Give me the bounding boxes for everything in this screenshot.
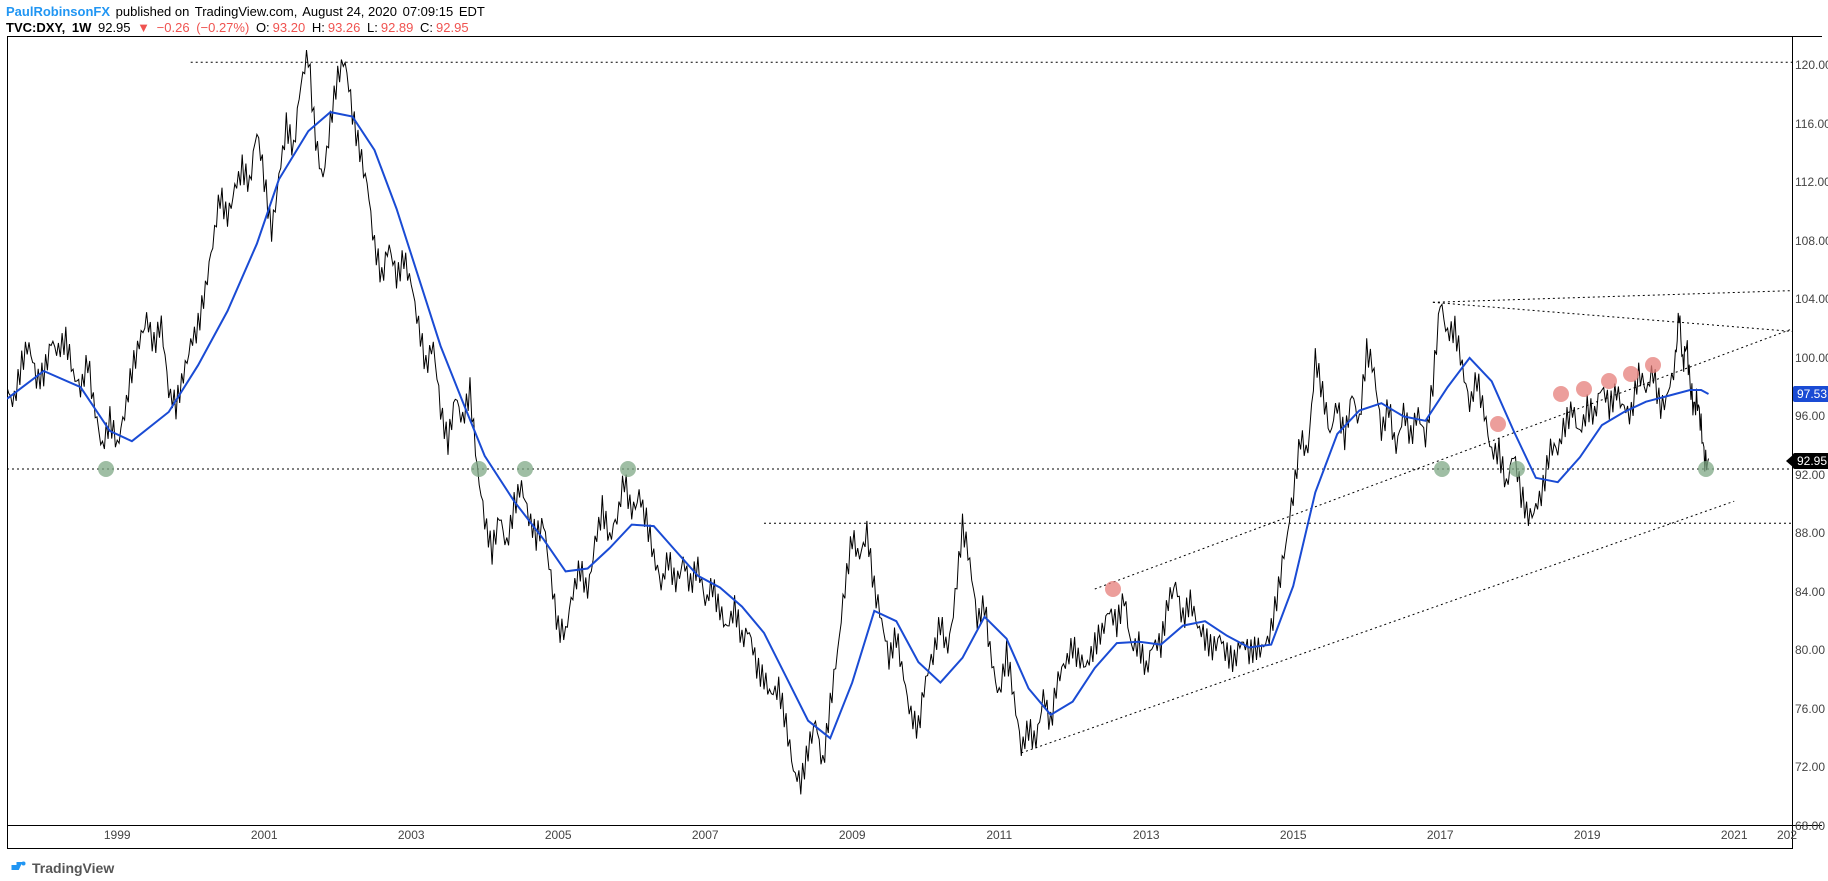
price-badge-pointer [1786,454,1794,468]
header: PaulRobinsonFX published on TradingView.… [6,4,487,19]
time: 07:09:15 [403,4,454,19]
support-marker [1434,461,1450,477]
ohlc-c-label: C: [420,20,433,35]
ohlc-h: 93.26 [328,20,361,35]
tz: EDT [459,4,485,19]
x-tick: 2007 [692,828,719,842]
support-marker [517,461,533,477]
author: PaulRobinsonFX [6,4,110,19]
y-tick: 68.00 [1795,819,1825,833]
price-badge: 97.53 [1793,386,1828,402]
resistance-marker [1645,357,1661,373]
y-tick: 116.00 [1795,117,1828,131]
y-tick: 72.00 [1795,760,1825,774]
y-tick: 96.00 [1795,409,1825,423]
chart-plot-area[interactable] [7,36,1793,826]
x-tick: 2009 [839,828,866,842]
x-tick: 202 [1777,828,1797,842]
tradingview-watermark: TradingView [10,859,114,877]
price-badge: 92.95 [1793,453,1828,469]
last-price: 92.95 [98,20,131,35]
resistance-marker [1553,386,1569,402]
tradingview-icon [10,859,28,877]
y-tick: 120.00 [1795,58,1828,72]
x-tick: 2011 [986,828,1012,842]
x-tick: 2015 [1280,828,1307,842]
x-tick: 2013 [1133,828,1160,842]
y-tick: 92.00 [1795,468,1825,482]
ohlc-l: 92.89 [381,20,414,35]
ohlc-o: 93.20 [273,20,306,35]
x-tick: 2003 [398,828,425,842]
resistance-marker [1105,581,1121,597]
support-marker [1698,461,1714,477]
date: August 24, 2020 [302,4,397,19]
ohlc-h-label: H: [312,20,325,35]
resistance-marker [1601,373,1617,389]
y-tick: 112.00 [1795,175,1828,189]
x-tick: 1999 [104,828,131,842]
watermark-text: TradingView [32,860,114,876]
resistance-marker [1576,381,1592,397]
published-on: published on [116,4,190,19]
change: −0.26 [157,20,190,35]
x-tick: 2021 [1721,828,1748,842]
ohlc-l-label: L: [367,20,378,35]
y-tick: 108.00 [1795,234,1828,248]
support-marker [1509,461,1525,477]
y-tick: 76.00 [1795,702,1825,716]
x-tick: 2017 [1427,828,1454,842]
y-tick: 100.00 [1795,351,1828,365]
quote-line: TVC:DXY, 1W 92.95 ▼ −0.26 (−0.27%) O:93.… [6,20,472,35]
ohlc-c: 92.95 [436,20,469,35]
resistance-marker [1490,416,1506,432]
ohlc-o-label: O: [256,20,270,35]
y-tick: 80.00 [1795,643,1825,657]
x-tick: 2001 [251,828,278,842]
support-marker [620,461,636,477]
x-tick: 2019 [1574,828,1601,842]
symbol: TVC:DXY, [6,20,65,35]
support-marker [471,461,487,477]
y-tick: 88.00 [1795,526,1825,540]
change-pct: (−0.27%) [196,20,249,35]
site: TradingView.com, [195,4,298,19]
x-tick: 2005 [545,828,572,842]
arrow-down-icon: ▼ [137,20,150,35]
support-marker [98,461,114,477]
y-tick: 84.00 [1795,585,1825,599]
y-tick: 104.00 [1795,292,1828,306]
resistance-marker [1623,366,1639,382]
timeframe: 1W [72,20,92,35]
